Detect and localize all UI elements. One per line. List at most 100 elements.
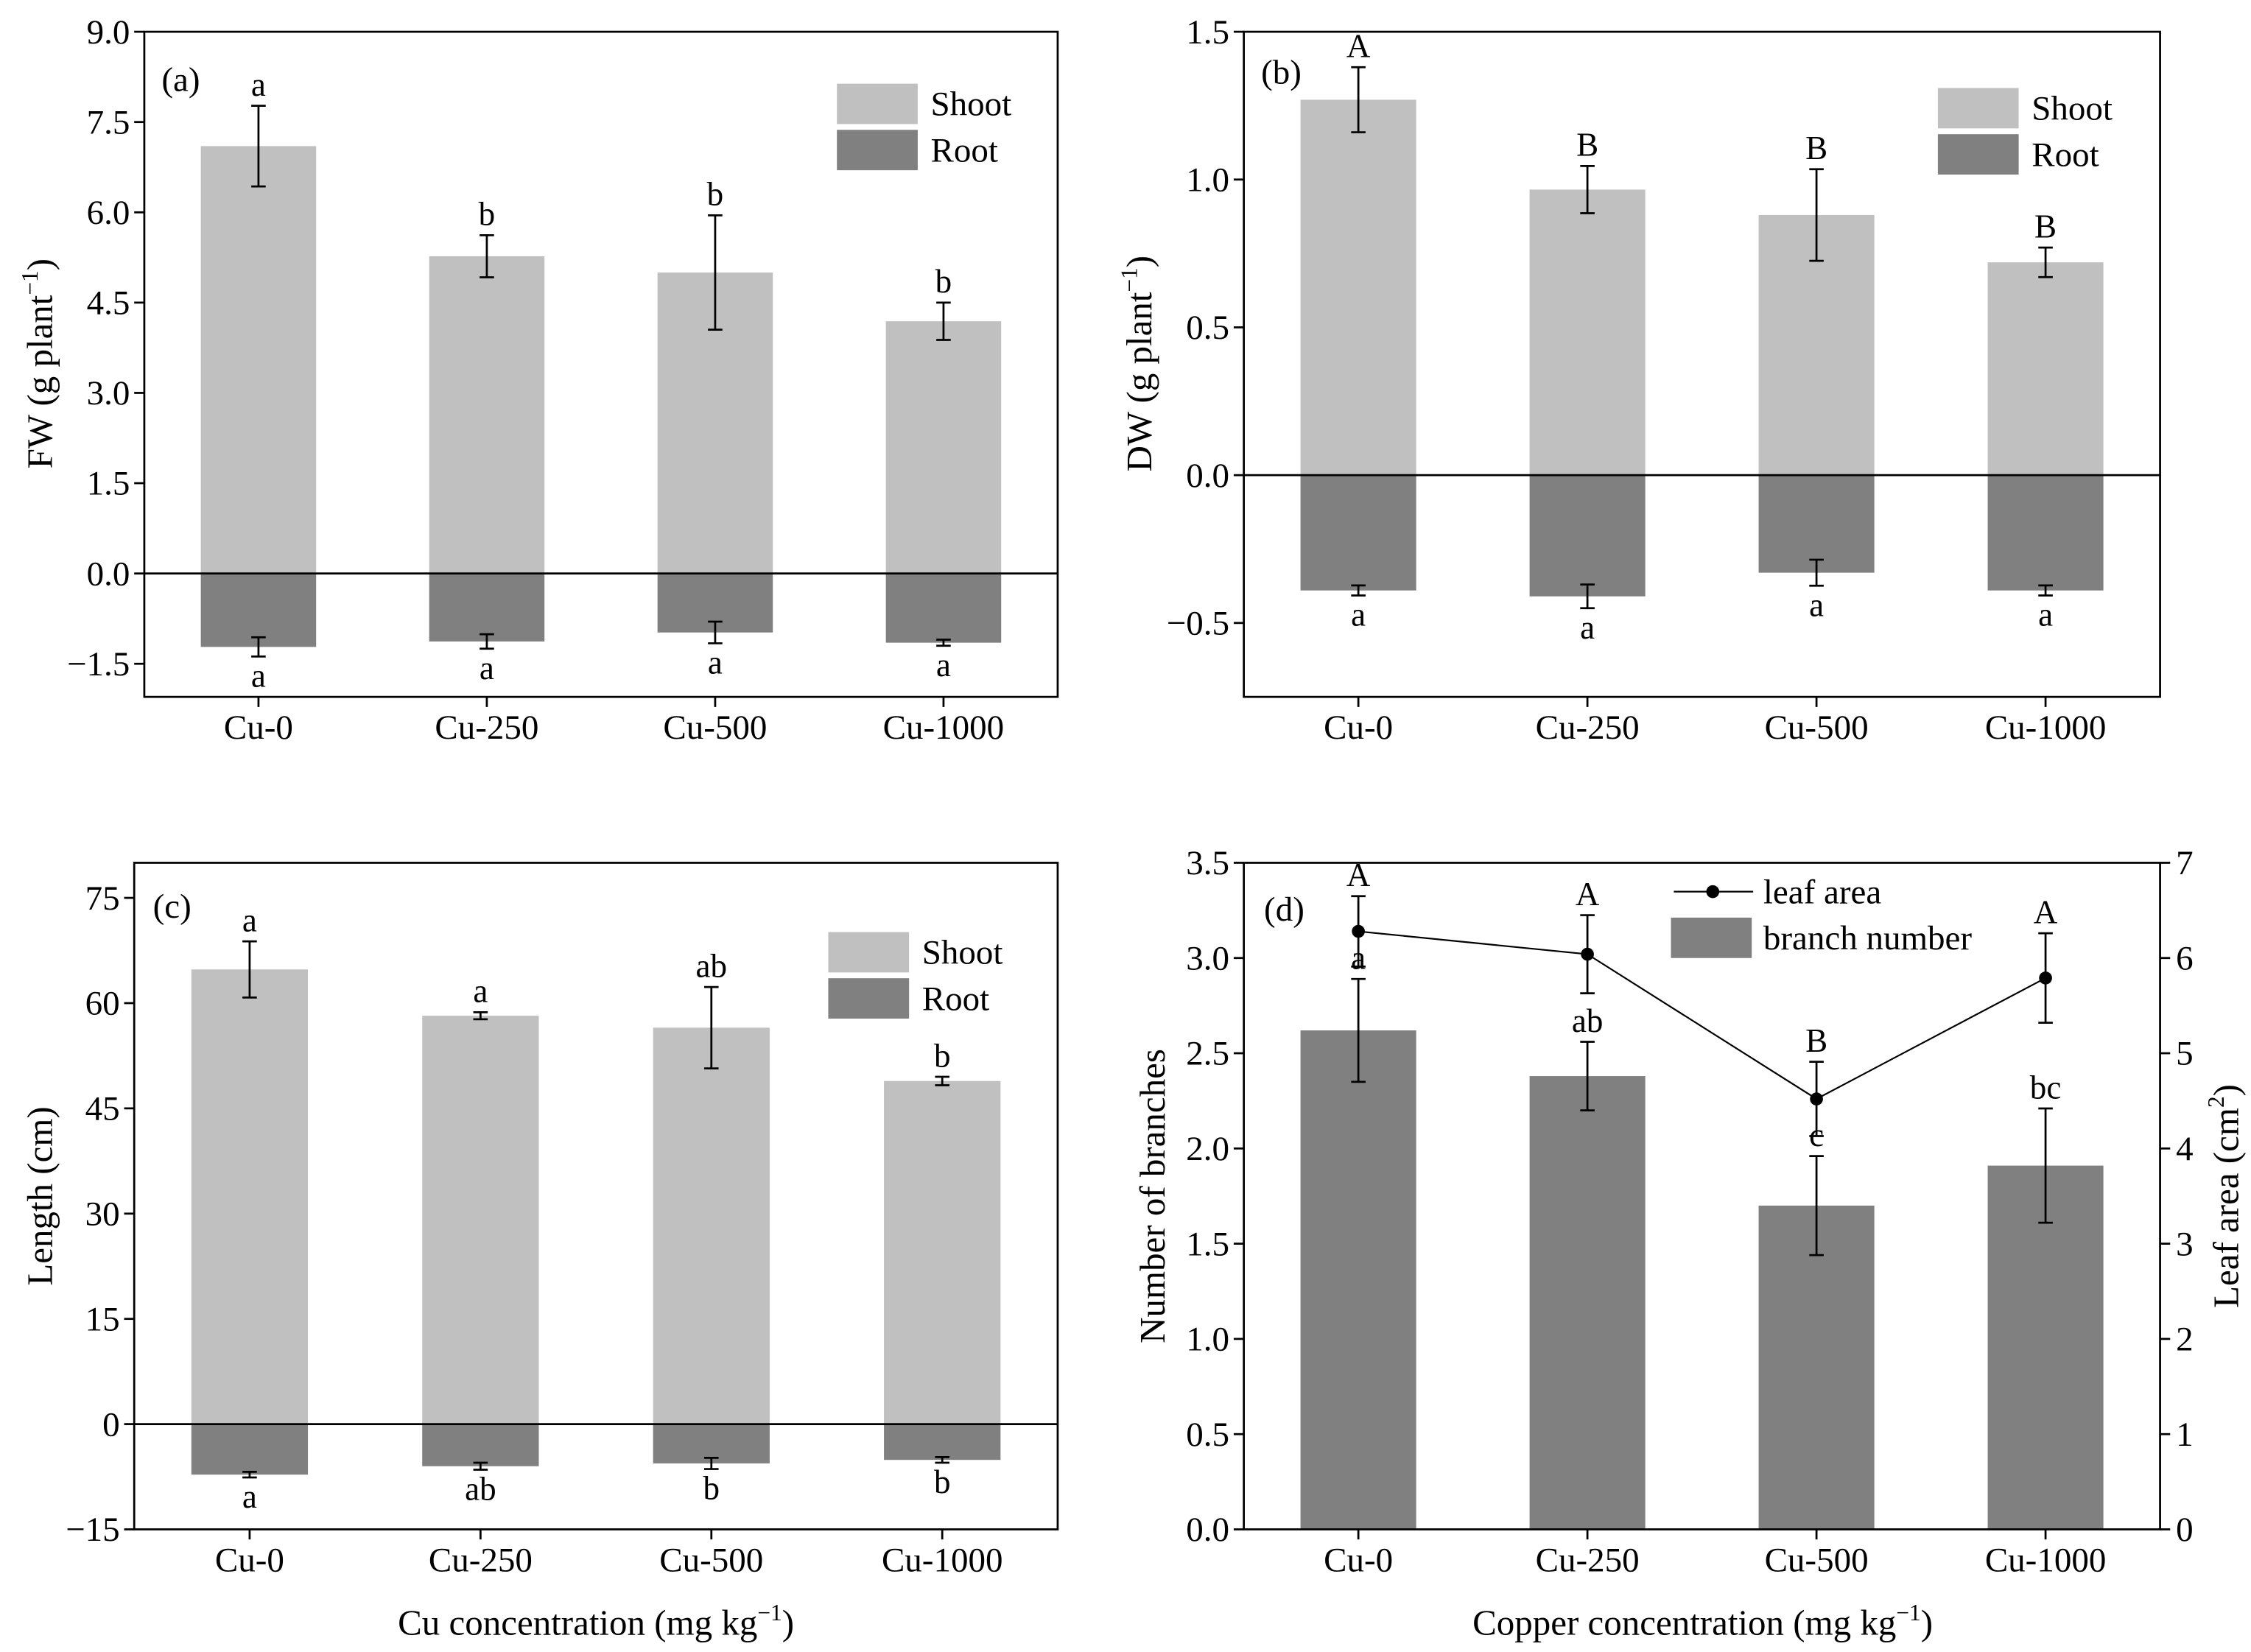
y2-axis-title-text: Leaf area (cm — [2205, 1108, 2246, 1308]
significance-letter-shoot-cu-500: b — [707, 176, 724, 213]
error-bar-root-cu-0 — [251, 636, 266, 658]
x-tick-label-cu-250: Cu-250 — [1536, 1541, 1640, 1579]
y2-axis-title-superscript: 2 — [2203, 1096, 2229, 1108]
significance-letter-leaf-area-cu-1000: A — [2034, 893, 2058, 930]
y-tick-label: 3.5 — [1186, 844, 1229, 882]
y-axis-title: FW (g plant−1) — [17, 259, 60, 468]
legend-swatch-shoot — [1937, 88, 2019, 129]
panel-b-dry-weight: A B B Ba a a a −0.5 0.0 0.5 1.0 1.5 Cu-0 Cu-250 Cu-500… — [1117, 13, 2161, 747]
x-axis-title: Cu concentration (mg kg−1) — [398, 1600, 794, 1643]
y-tick-label: 0.0 — [1186, 457, 1229, 495]
error-bar-root-cu-0 — [242, 1470, 257, 1479]
bar-root-cu-250 — [1529, 475, 1646, 597]
error-bar-root-cu-500 — [703, 1456, 719, 1470]
panel-label: (d) — [1264, 890, 1304, 929]
significance-letter-shoot-cu-250: b — [479, 196, 496, 233]
bar-shoot-cu-1000 — [885, 321, 1002, 574]
x-axis: Cu-0 Cu-250 Cu-500 Cu-1000 — [215, 1529, 1003, 1579]
point-leaf-area-cu-0 — [1352, 924, 1365, 938]
y2-tick-label: 0 — [2176, 1511, 2194, 1549]
y-tick-label: 45 — [85, 1090, 120, 1128]
significance-letter-root-cu-250: a — [1580, 609, 1595, 646]
y-tick-label: 2.0 — [1186, 1130, 1229, 1168]
y-tick-label: 4.5 — [87, 284, 130, 323]
legend-swatch-root — [1937, 134, 2019, 175]
y-tick-label: −15 — [66, 1511, 120, 1549]
error-bar-shoot-cu-500 — [708, 214, 723, 331]
y-tick-label: 60 — [85, 985, 120, 1023]
significance-letter-root-cu-0: a — [242, 1478, 257, 1515]
bar-shoot-cu-250 — [422, 1016, 539, 1424]
x-axis-title-superscript: −1 — [757, 1600, 782, 1625]
error-bar-branch-number-cu-1000 — [2038, 1107, 2053, 1224]
bar-shoot-cu-0 — [1300, 99, 1416, 476]
bar-root-cu-250 — [429, 573, 545, 642]
significance-letter-root-cu-1000: a — [936, 647, 951, 683]
error-bar-branch-number-cu-0 — [1351, 977, 1366, 1083]
bar-root-cu-1000 — [1987, 475, 2104, 591]
x-tick-label-cu-0: Cu-0 — [224, 709, 293, 747]
x-axis-title-text: Copper concentration (mg kg — [1472, 1602, 1896, 1642]
x-tick-label-cu-0: Cu-0 — [1324, 1541, 1393, 1579]
x-axis: Cu-0 Cu-250 Cu-500 Cu-1000 — [224, 697, 1004, 747]
significance-letter-shoot-cu-1000: b — [935, 263, 952, 300]
y2-axis: 0 1 2 3 4 5 6 7 — [2160, 844, 2194, 1549]
legend-label-root: Root — [2031, 136, 2099, 174]
legend-label-leaf-area: leaf area — [1763, 873, 1882, 911]
bar-branch-number-cu-500 — [1758, 1205, 1875, 1530]
y-tick-label: 15 — [85, 1300, 120, 1338]
plot-marks: a b b b a a a a — [200, 66, 1002, 695]
y-tick-label: 9.0 — [87, 13, 130, 52]
y-tick-label: 2.5 — [1186, 1035, 1229, 1073]
x-tick-label-cu-1000: Cu-1000 — [1985, 709, 2107, 747]
y-tick-label: 0 — [102, 1405, 119, 1444]
significance-letter-shoot-cu-250: a — [473, 973, 488, 1010]
error-bar-shoot-cu-1000 — [935, 1075, 950, 1086]
y-axis: −1.5 0.0 1.5 3.0 4.5 6.0 7.5 9.0 — [67, 13, 144, 683]
legend-swatch-root — [837, 130, 918, 171]
significance-letter-leaf-area-cu-250: A — [1576, 876, 1600, 913]
y-axis-title: DW (g plant−1) — [1117, 256, 1160, 472]
significance-letter-shoot-cu-0: a — [251, 66, 266, 103]
legend-label-root: Root — [931, 131, 998, 169]
y2-tick-label: 4 — [2176, 1130, 2194, 1168]
significance-letter-leaf-area-cu-500: B — [1805, 1022, 1827, 1059]
error-bar-shoot-cu-250 — [473, 1011, 488, 1021]
legend-label-branch-number: branch number — [1763, 919, 1973, 957]
error-bar-root-cu-1000 — [936, 639, 951, 647]
y2-axis-title: Leaf area (cm2) — [2203, 1084, 2247, 1308]
significance-letter-shoot-cu-250: B — [1576, 127, 1598, 164]
point-leaf-area-cu-500 — [1810, 1092, 1823, 1106]
legend-label-shoot: Shoot — [2031, 90, 2113, 128]
legend-marker-leaf-area — [1706, 885, 1720, 899]
bar-branch-number-cu-1000 — [1987, 1165, 2104, 1530]
y2-tick-label: 2 — [2176, 1321, 2194, 1359]
y-tick-label: 1.5 — [1186, 1225, 1229, 1263]
significance-letter-root-cu-250: ab — [465, 1471, 496, 1508]
legend: Shoot Root — [1937, 88, 2113, 175]
bar-root-cu-250 — [422, 1424, 539, 1466]
x-tick-label-cu-0: Cu-0 — [1324, 709, 1393, 747]
significance-letter-shoot-cu-0: A — [1346, 28, 1371, 65]
panel-c-length: a a ab b a ab b b −15 0 15 30 45 60 75 Cu-0 Cu-250 Cu-500… — [20, 862, 1059, 1643]
x-tick-label-cu-1000: Cu-1000 — [882, 1541, 1003, 1579]
bar-root-cu-0 — [1300, 475, 1416, 591]
x-axis: Cu-0 Cu-250 Cu-500 Cu-1000 — [1324, 697, 2106, 747]
plot-frame — [1243, 30, 2161, 698]
y-tick-label: 7.5 — [87, 103, 130, 141]
significance-letter-branch-number-cu-1000: bc — [2030, 1069, 2062, 1106]
significance-letter-branch-number-cu-0: a — [1351, 939, 1366, 976]
y-axis-title: Number of branches — [1132, 1049, 1173, 1343]
y-tick-label: 0.5 — [1186, 1416, 1229, 1454]
line-leaf-area — [1358, 930, 2046, 1100]
y-tick-label: 0.0 — [1186, 1511, 1229, 1549]
x-tick-label-cu-0: Cu-0 — [215, 1541, 284, 1579]
y-axis-title-text: FW (g plant — [20, 295, 60, 468]
plot-frame — [143, 30, 1059, 698]
significance-letter-root-cu-500: a — [1809, 586, 1824, 623]
y-axis-title-text: Number of branches — [1132, 1049, 1173, 1343]
y2-tick-label: 7 — [2176, 844, 2194, 882]
error-bar-shoot-cu-0 — [1351, 66, 1366, 133]
significance-letter-shoot-cu-1000: B — [2034, 208, 2057, 245]
x-axis-title-text: Cu concentration (mg kg — [398, 1602, 757, 1642]
